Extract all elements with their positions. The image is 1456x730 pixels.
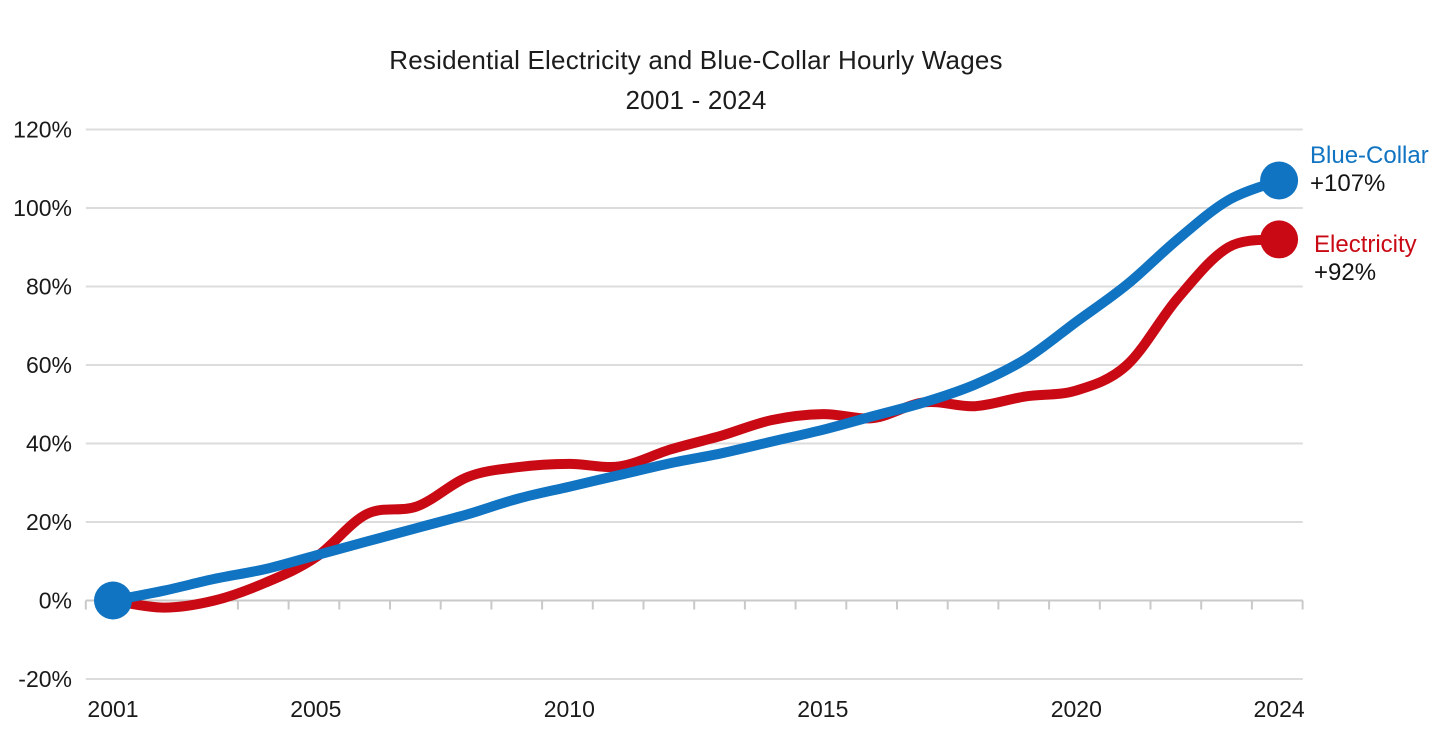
end-marker-blue-collar — [1260, 161, 1299, 200]
x-tick-label-2005: 2005 — [290, 696, 341, 722]
x-tick-label-2024: 2024 — [1254, 696, 1305, 722]
series-end-label-electricity: Electricity +92% — [1314, 231, 1417, 287]
y-tick-label-120%: 120% — [13, 117, 72, 143]
y-tick-label-40%: 40% — [26, 431, 72, 457]
series-name-electricity: Electricity — [1314, 231, 1417, 258]
y-tick-label-100%: 100% — [13, 195, 72, 221]
chart-title-line2: 2001 - 2024 — [625, 85, 767, 115]
y-tick-label-0%: 0% — [39, 588, 72, 614]
y-tick-label-20%: 20% — [26, 509, 72, 535]
y-tick-label-80%: 80% — [26, 274, 72, 300]
line-blue-collar — [108, 175, 1285, 606]
x-tick-label-2015: 2015 — [797, 696, 848, 722]
chart-title: Residential Electricity and Blue-Collar … — [0, 40, 1392, 120]
series-value-electricity: +92% — [1314, 259, 1377, 286]
series-end-label-blue-collar: Blue-Collar +107% — [1310, 142, 1429, 198]
y-tick-label-60%: 60% — [26, 352, 72, 378]
start-marker-blue-collar — [94, 581, 132, 620]
chart-title-line1: Residential Electricity and Blue-Collar … — [389, 45, 1003, 75]
y-tick-label--20%: -20% — [18, 666, 72, 692]
x-tick-label-2020: 2020 — [1051, 696, 1102, 722]
x-tick-label-2010: 2010 — [544, 696, 595, 722]
end-marker-electricity — [1260, 220, 1299, 259]
series-value-blue-collar: +107% — [1310, 170, 1386, 197]
series-name-blue-collar: Blue-Collar — [1310, 142, 1429, 169]
line-electricity — [108, 234, 1285, 613]
x-tick-label-2001: 2001 — [87, 696, 138, 722]
